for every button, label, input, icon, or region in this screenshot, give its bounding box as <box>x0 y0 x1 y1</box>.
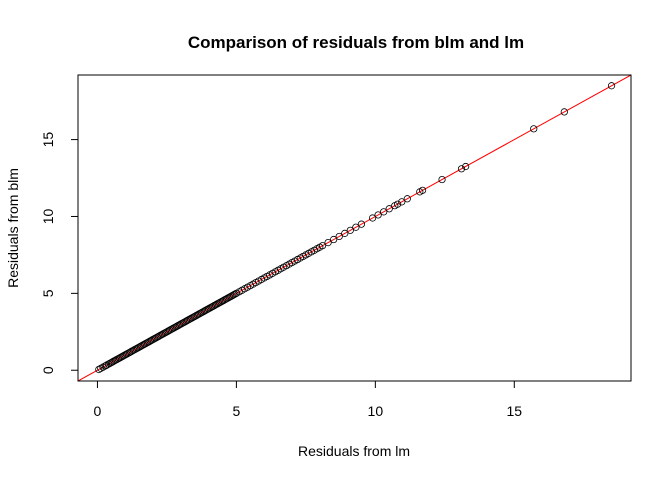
data-point <box>462 162 470 171</box>
x-axis: 0 5 10 15 <box>94 380 522 419</box>
data-point <box>457 165 466 173</box>
x-tick-label: 5 <box>232 403 240 419</box>
x-axis-label: Residuals from lm <box>298 443 410 459</box>
y-tick-label: 0 <box>40 366 56 374</box>
data-point <box>335 232 343 241</box>
data-point <box>346 226 354 234</box>
x-tick-label: 10 <box>368 403 384 419</box>
data-point <box>352 223 360 231</box>
y-axis-label: Residuals from blm <box>5 168 21 288</box>
data-point <box>231 290 239 298</box>
data-point <box>330 235 338 244</box>
plot-area <box>78 75 631 381</box>
x-tick-label: 0 <box>94 403 102 419</box>
data-point <box>368 214 377 222</box>
data-point <box>324 239 332 247</box>
y-tick-label: 10 <box>40 208 56 224</box>
data-point <box>380 208 388 216</box>
y-tick-label: 15 <box>40 132 56 148</box>
data-point <box>318 242 327 250</box>
y-axis: 0 5 10 15 <box>40 132 79 374</box>
data-point <box>95 365 103 374</box>
data-point <box>385 205 393 213</box>
reference-line <box>78 75 631 381</box>
data-point <box>560 108 568 116</box>
data-point <box>374 211 382 219</box>
data-point <box>357 220 366 228</box>
data-point <box>530 125 538 133</box>
data-point <box>341 229 349 237</box>
data-points <box>95 82 616 374</box>
data-point <box>607 82 616 90</box>
data-point <box>393 200 402 208</box>
data-point <box>403 195 411 203</box>
x-tick-label: 15 <box>506 403 522 419</box>
chart-title: Comparison of residuals from blm and lm <box>188 33 524 52</box>
data-point <box>438 175 446 184</box>
y-tick-label: 5 <box>40 289 56 297</box>
data-point <box>418 186 427 194</box>
data-point <box>398 198 406 206</box>
